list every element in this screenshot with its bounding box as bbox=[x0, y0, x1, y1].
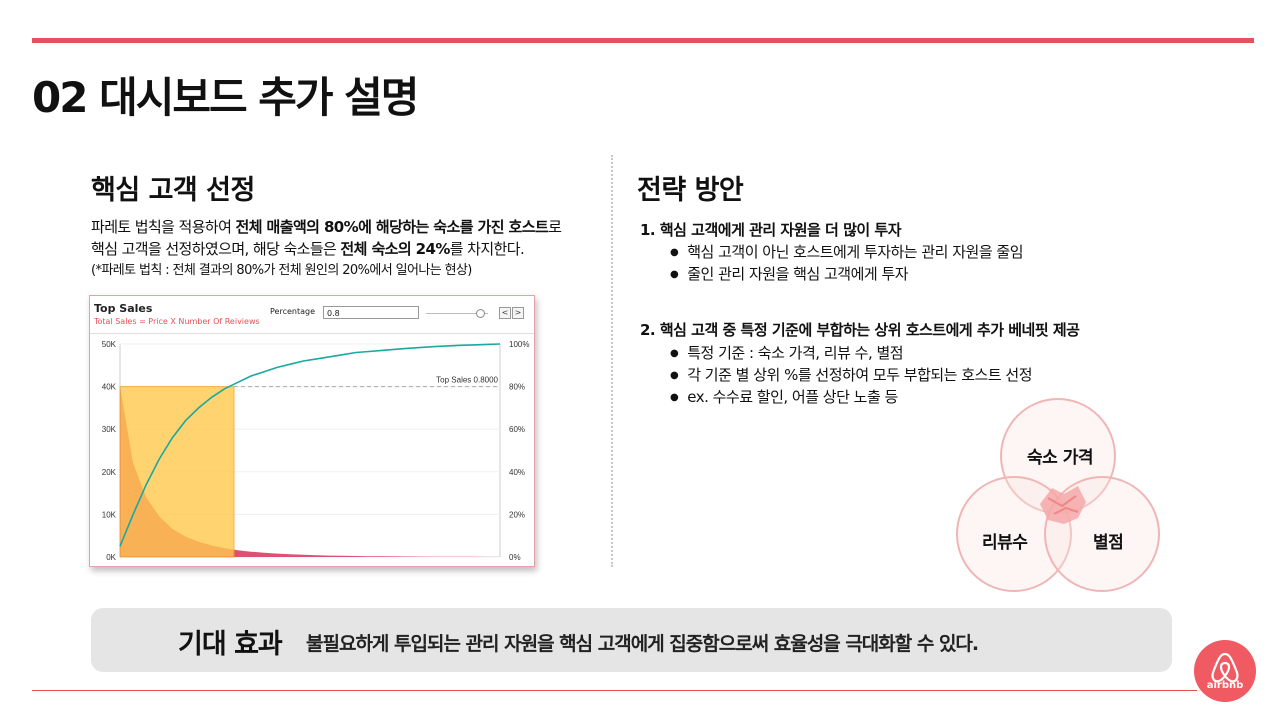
venn-label-reviews: 리뷰수 bbox=[982, 533, 1028, 553]
percentage-input[interactable]: 0.8 bbox=[323, 306, 419, 319]
reference-line-label: Top Sales 0.8000 bbox=[436, 376, 498, 385]
page-title: 02 대시보드 추가 설명 bbox=[32, 73, 419, 122]
right-tick-label: 40% bbox=[509, 468, 525, 477]
top-sales-dashboard: Top Sales Total Sales = Price X Number O… bbox=[89, 295, 535, 567]
right-tick-label: 20% bbox=[509, 510, 525, 519]
right-tick-label: 100% bbox=[509, 340, 529, 349]
left-tick-label: 20K bbox=[102, 468, 117, 477]
next-button[interactable]: > bbox=[512, 307, 524, 319]
strategy-heading: 전략 방안 bbox=[637, 175, 744, 206]
expected-effect-box bbox=[91, 608, 1172, 672]
dashboard-title: Top Sales bbox=[94, 302, 153, 315]
left-tick-label: 0K bbox=[106, 553, 116, 562]
venn-intersection-icon bbox=[1040, 486, 1086, 524]
venn-label-rating: 별점 bbox=[1093, 533, 1124, 553]
right-tick-label: 0% bbox=[509, 553, 521, 562]
top-sales-highlight bbox=[119, 386, 235, 558]
top-accent-bar bbox=[32, 38, 1254, 43]
prev-button[interactable]: < bbox=[499, 307, 511, 319]
venn-label-price: 숙소 가격 bbox=[1027, 448, 1093, 468]
airbnb-logo bbox=[1194, 640, 1256, 702]
left-tick-label: 40K bbox=[102, 383, 117, 392]
airbnb-logo-text: airbnb bbox=[1206, 680, 1244, 691]
percentage-slider-knob[interactable] bbox=[476, 309, 485, 318]
right-tick-label: 60% bbox=[509, 425, 525, 434]
core-customer-description: 파레토 법칙을 적용하여 전체 매출액의 80%에 해당하는 숙소를 가진 호스… bbox=[91, 216, 603, 282]
core-customer-heading: 핵심 고객 선정 bbox=[91, 175, 255, 206]
cumulative-line bbox=[119, 343, 501, 547]
expected-effect-text: 불필요하게 투입되는 관리 자원을 핵심 고객에게 집중함으로써 효율성을 극대… bbox=[306, 633, 979, 655]
expected-effect-title: 기대 효과 bbox=[178, 629, 283, 660]
percentage-label: Percentage bbox=[270, 307, 316, 316]
strategy-item-1-bullet: 핵심 고객이 아닌 호스트에게 투자하는 관리 자원을 줄임 bbox=[670, 241, 1023, 262]
airbnb-logo-icon bbox=[1211, 652, 1239, 683]
left-tick-label: 30K bbox=[102, 425, 117, 434]
strategy-item-2-bullet: 각 기준 별 상위 %를 선정하여 모두 부합되는 호스트 선정 bbox=[670, 364, 1032, 385]
strategy-item-1-bullet: 줄인 관리 자원을 핵심 고객에게 투자 bbox=[670, 263, 908, 284]
pareto-chart: 50K 40K 30K 20K 10K 0K 100% 80% 60% 40% 20% 0% Top S… bbox=[102, 340, 530, 562]
left-tick-label: 10K bbox=[102, 510, 117, 519]
bottom-accent-line bbox=[32, 690, 1197, 691]
strategy-item-2-bullet: 특정 기준 : 숙소 가격, 리뷰 수, 별점 bbox=[670, 342, 903, 363]
percentage-slider-track[interactable] bbox=[426, 313, 488, 314]
pareto-note: (*파레토 법칙 : 전체 결과의 80%가 전체 원인의 20%에서 일어나는… bbox=[91, 263, 472, 278]
dashboard-header-divider bbox=[90, 333, 534, 334]
section-divider bbox=[611, 155, 613, 567]
left-tick-label: 50K bbox=[102, 340, 117, 349]
strategy-item-2: 2. 핵심 고객 중 특정 기준에 부합하는 상위 호스트에게 추가 베네핏 제… bbox=[640, 321, 1080, 339]
strategy-item-2-bullet: ex. 수수료 할인, 어플 상단 노출 등 bbox=[670, 386, 898, 407]
dashboard-subtitle: Total Sales = Price X Number Of Reiviews bbox=[94, 317, 260, 326]
strategy-item-1: 1. 핵심 고객에게 관리 자원을 더 많이 투자 bbox=[640, 221, 902, 239]
right-tick-label: 80% bbox=[509, 383, 525, 392]
